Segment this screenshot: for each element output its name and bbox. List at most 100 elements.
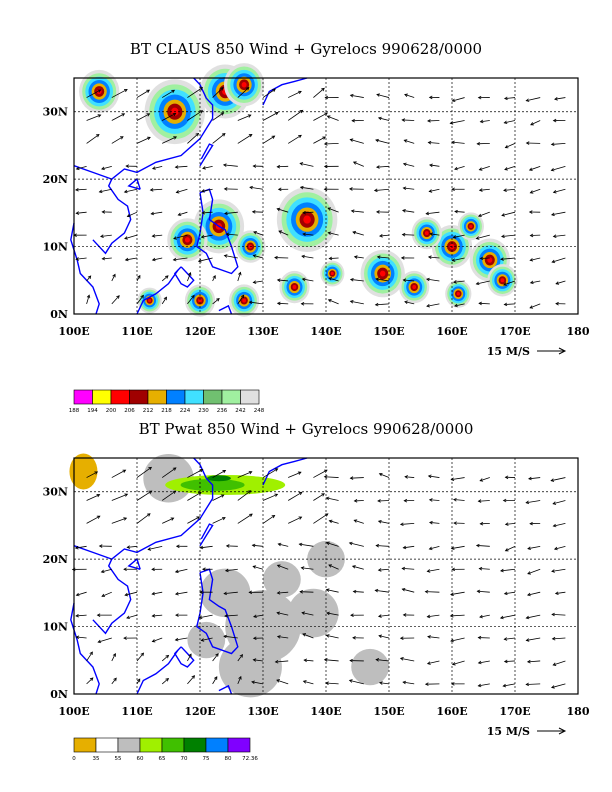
coastline — [262, 77, 308, 106]
wind-arrow — [476, 234, 490, 240]
wind-arrowhead — [151, 234, 156, 238]
wind-arrowhead — [300, 566, 305, 570]
wind-arrow — [253, 565, 264, 570]
x-tick-label: 120E — [184, 325, 215, 338]
wind-arrow — [253, 254, 264, 259]
wind-arrowhead — [476, 141, 481, 146]
wind-arrow — [404, 301, 415, 305]
wind-arrowhead — [427, 474, 432, 479]
wind-arrowhead — [501, 234, 505, 239]
pwat-shade — [351, 648, 389, 686]
wind-arrowhead — [327, 299, 332, 303]
wind-arrowhead — [177, 212, 182, 216]
wind-arrow — [136, 678, 141, 685]
wind-arrow — [328, 232, 339, 236]
wind-arrowhead — [101, 593, 106, 598]
wind-arrowhead — [529, 233, 534, 238]
wind-arrowhead — [200, 638, 205, 642]
wind-arrowhead — [325, 588, 330, 592]
wind-arrow — [526, 614, 541, 619]
wind-arrowhead — [353, 499, 358, 503]
wind-arrowhead — [552, 523, 557, 528]
coastline — [136, 269, 179, 315]
wind-arrow — [451, 141, 465, 144]
wind-arrow — [428, 256, 440, 259]
wind-arrowhead — [324, 95, 329, 100]
wind-arrowhead — [428, 498, 433, 502]
wind-arrow — [504, 303, 516, 305]
wind-arrow — [136, 89, 150, 98]
wind-arrowhead — [100, 234, 104, 238]
colorbar-swatch — [161, 737, 185, 753]
y-tick-label: 0N — [50, 688, 68, 701]
wind-arrow — [101, 591, 112, 597]
wind-arrow — [201, 637, 213, 641]
wind-arrowhead — [449, 614, 454, 618]
colorbar-swatch — [129, 389, 149, 405]
colorbar-label: 248 — [254, 408, 265, 414]
wind-arrow — [223, 635, 238, 639]
wind-arrow — [554, 545, 566, 550]
wind-arrowhead — [477, 683, 482, 688]
coastline — [92, 178, 132, 255]
wind-arrowhead — [379, 234, 383, 238]
wind-arrowhead — [479, 478, 484, 482]
wind-arrowhead — [272, 88, 276, 92]
wind-arrow — [453, 280, 465, 283]
wind-arrowhead — [137, 274, 141, 279]
wind-arrow — [249, 186, 264, 190]
wind-arrowhead — [377, 614, 382, 618]
wind-arrowhead — [276, 611, 281, 615]
wind-arrow — [212, 87, 224, 98]
wind-arrowhead — [298, 90, 302, 95]
wind-arrow — [313, 469, 328, 478]
wind-arrowhead — [222, 516, 226, 521]
wind-arrow — [427, 636, 440, 639]
wind-arrowhead — [404, 475, 408, 479]
wind-arrow — [98, 637, 112, 643]
wind-arrow — [313, 112, 328, 121]
wind-arrow — [503, 188, 516, 191]
wind-arrow — [452, 97, 465, 102]
wind-arrow — [277, 208, 289, 213]
colorbar-label: 0 — [72, 756, 76, 762]
wind-arrow — [326, 542, 339, 547]
x-tick-label: 150E — [373, 325, 404, 338]
wind-arrowhead — [202, 567, 206, 572]
wind-arrowhead — [252, 280, 257, 284]
colorbar-swatch — [203, 389, 223, 405]
coastline — [92, 558, 132, 635]
wind-arrowhead — [191, 294, 195, 299]
wind-arrowhead — [247, 114, 252, 118]
wind-arrow — [324, 659, 339, 662]
x-tick-label: 180 — [567, 325, 590, 338]
wind-arrowhead — [427, 635, 431, 639]
colorbar-swatch — [221, 389, 241, 405]
wind-arrow — [554, 97, 566, 100]
wind-arrowhead — [324, 112, 328, 116]
wind-arrowhead — [276, 278, 281, 282]
wind-arrow — [376, 659, 390, 662]
wind-arrowhead — [86, 294, 91, 299]
wind-arrowhead — [163, 296, 167, 301]
wind-arrowhead — [277, 542, 282, 547]
wind-arrow — [527, 568, 541, 575]
wind-arrowhead — [248, 134, 253, 138]
wind-arrowhead — [452, 235, 457, 239]
wind-arrow — [226, 233, 238, 236]
wind-arrow — [237, 114, 251, 121]
wind-arrowhead — [201, 189, 205, 193]
wind-arrowhead — [478, 566, 483, 571]
wind-arrowhead — [402, 162, 407, 167]
wind-arrowhead — [502, 683, 507, 688]
wind-arrowhead — [375, 277, 380, 282]
cloud-shade — [379, 270, 386, 277]
wind-arrowhead — [137, 678, 141, 683]
wind-arrowhead — [377, 519, 382, 524]
wind-arrowhead — [197, 491, 202, 496]
wind-arrowhead — [277, 187, 282, 192]
wind-arrowhead — [503, 591, 508, 596]
wind-arrowhead — [477, 499, 482, 503]
wind-arrowhead — [200, 234, 205, 239]
wind-arrowhead — [501, 213, 506, 217]
